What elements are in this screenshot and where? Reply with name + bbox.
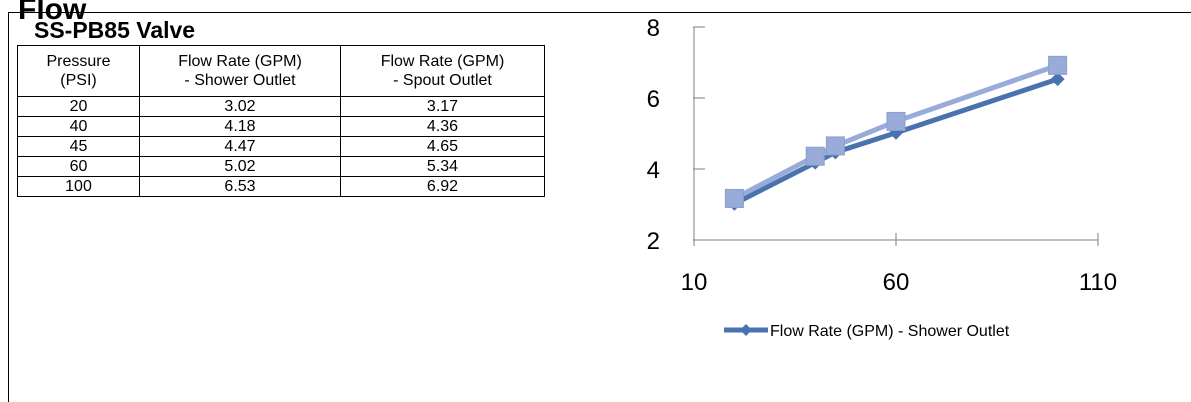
header-shower-line2: - Shower Outlet <box>184 72 296 89</box>
header-pressure-line1: Pressure <box>46 53 111 70</box>
header-shower-line1: Flow Rate (GPM) <box>178 53 302 70</box>
cell-pressure: 45 <box>17 136 140 157</box>
cell-spout-flow: 6.92 <box>340 176 545 197</box>
series-line-shower-outlet <box>733 76 1059 207</box>
cell-shower-flow: 6.53 <box>139 176 341 197</box>
header-spout-flow: Flow Rate (GPM) - Spout Outlet <box>340 45 545 97</box>
data-point-shower-outlet <box>889 125 903 140</box>
document-frame: Flow <box>8 0 1191 402</box>
chart-legend: Flow Rate (GPM) - Shower Outlet <box>724 323 1010 340</box>
chart-series <box>724 55 1068 211</box>
cell-pressure: 100 <box>17 176 140 197</box>
cutoff-heading: Flow <box>18 0 87 26</box>
data-point-shower-outlet <box>1050 72 1065 87</box>
header-shower-flow: Flow Rate (GPM) - Shower Outlet <box>139 45 341 97</box>
flow-rate-line-chart: 2 4 6 8 10 60 110 Flow Rate (GPM) - Shower Out… <box>647 15 1117 340</box>
cell-pressure: 40 <box>17 116 140 137</box>
flow-rate-table: Pressure (PSI) Flow Rate (GPM) - Shower … <box>17 45 545 197</box>
cell-pressure: 60 <box>17 156 140 177</box>
legend-marker-shower-outlet <box>740 324 752 336</box>
table-row: 20 3.02 3.17 <box>17 96 545 117</box>
chart-axes: 2 4 6 8 10 60 110 <box>647 15 1117 296</box>
y-tick-label: 4 <box>647 157 660 184</box>
legend-label-shower-outlet: Flow Rate (GPM) - Shower Outlet <box>770 323 1010 340</box>
header-pressure-line2: (PSI) <box>60 72 97 89</box>
data-point-spout-outlet <box>724 188 744 208</box>
x-tick-label: 60 <box>883 269 910 296</box>
cell-spout-flow: 3.17 <box>340 96 545 117</box>
table-row: 60 5.02 5.34 <box>17 156 545 177</box>
y-tick-label: 6 <box>647 86 660 113</box>
data-point-spout-outlet <box>805 146 825 166</box>
cell-shower-flow: 4.47 <box>139 136 341 157</box>
header-spout-line2: - Spout Outlet <box>393 72 492 89</box>
cell-spout-flow: 5.34 <box>340 156 545 177</box>
data-point-spout-outlet <box>825 136 845 156</box>
table-header-row: Pressure (PSI) Flow Rate (GPM) - Shower … <box>17 45 545 97</box>
x-tick-label: 110 <box>1079 269 1117 296</box>
data-point-spout-outlet <box>886 111 906 131</box>
x-tick-label: 10 <box>681 269 708 296</box>
table-row: 100 6.53 6.92 <box>17 176 545 197</box>
table-title: SS-PB85 Valve <box>34 17 196 43</box>
cell-shower-flow: 3.02 <box>139 96 341 117</box>
header-pressure: Pressure (PSI) <box>17 45 140 97</box>
cell-spout-flow: 4.65 <box>340 136 545 157</box>
table-row: 40 4.18 4.36 <box>17 116 545 137</box>
cell-spout-flow: 4.36 <box>340 116 545 137</box>
table-row: 45 4.47 4.65 <box>17 136 545 157</box>
cell-pressure: 20 <box>17 96 140 117</box>
y-tick-label: 8 <box>647 15 660 42</box>
cell-shower-flow: 5.02 <box>139 156 341 177</box>
y-tick-label: 2 <box>647 228 660 255</box>
header-spout-line1: Flow Rate (GPM) <box>380 53 505 70</box>
data-point-spout-outlet <box>1048 55 1068 75</box>
cell-shower-flow: 4.18 <box>139 116 341 137</box>
